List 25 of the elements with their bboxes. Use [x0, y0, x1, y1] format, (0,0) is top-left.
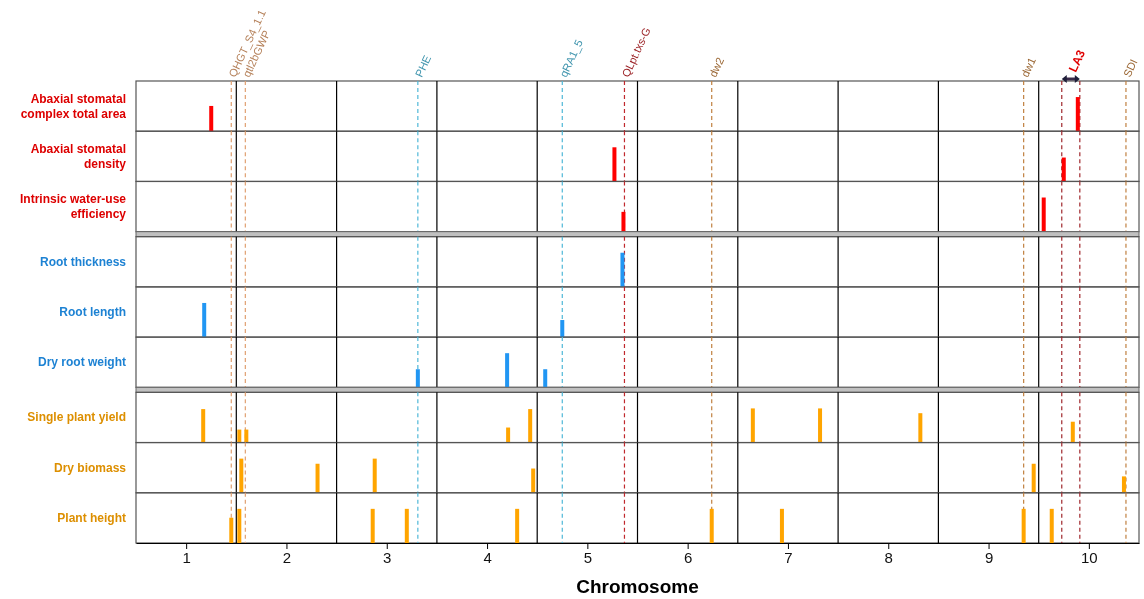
chart-title: Root thickness: [39, 254, 127, 269]
ref-line-label: SDI: [1120, 57, 1140, 79]
x-tick-label: 2: [282, 548, 292, 566]
chart-title: Abaxial stomatal complex total area: [20, 91, 127, 121]
x-tick-label: 9: [984, 548, 994, 566]
x-tick-label: 7: [784, 548, 793, 566]
x-axis-title: Chromosome: [576, 576, 699, 597]
x-tick-label: 4: [483, 548, 492, 566]
ref-line-label: dw1: [1018, 55, 1038, 79]
x-tick-label: 6: [683, 548, 693, 566]
chart-title: Root length: [59, 305, 126, 319]
ref-line-label: LA3: [1065, 47, 1089, 75]
x-tick-label: 8: [884, 548, 893, 566]
x-tick-label: 10: [1081, 548, 1098, 566]
chart-title: Plant height: [57, 510, 126, 525]
x-tick-label: 5: [583, 548, 593, 566]
chart-title: Dry root weight: [37, 355, 126, 370]
chart-title: Intrinsic water-use efficiency: [19, 192, 127, 222]
x-tick-label: 3: [383, 548, 392, 566]
chart-title: Dry biomass: [53, 460, 127, 475]
chart-title: Abaxial stomatal density: [30, 141, 127, 171]
chart-title: Single plant yield: [27, 410, 126, 425]
ref-line-label: dw2: [706, 55, 727, 79]
x-tick-label: 1: [182, 548, 191, 566]
ref-line-label: PHE: [412, 53, 434, 79]
